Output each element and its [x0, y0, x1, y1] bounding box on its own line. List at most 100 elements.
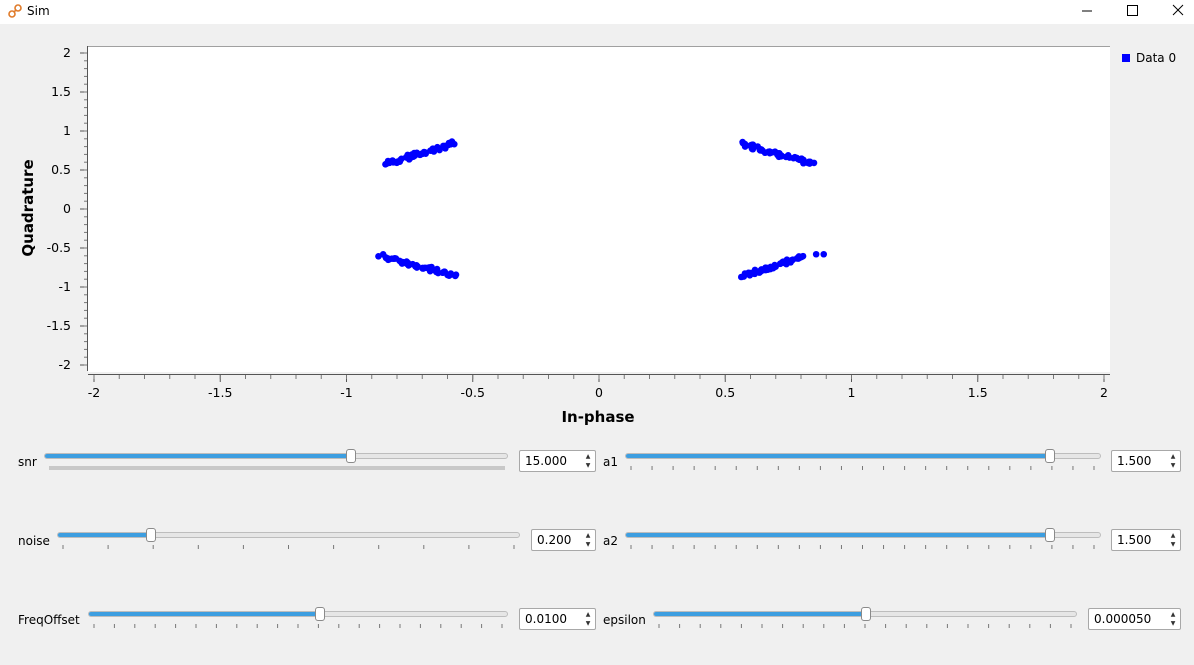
x-tick-label: 1 [848, 385, 856, 400]
y-axis-title: Quadrature [19, 159, 37, 257]
epsilon-value: 0.000050 [1094, 612, 1152, 626]
epsilon-decrement-icon[interactable]: ▼ [1170, 620, 1176, 627]
data-point [820, 250, 828, 258]
minimize-button[interactable] [1064, 0, 1110, 24]
y-tick-label: -1 [59, 279, 71, 294]
a1-slider-ticks [630, 466, 1095, 470]
y-tick-label: 1.5 [51, 84, 71, 99]
freqoffset-spinbox[interactable]: 0.0100 ▲ ▼ [519, 608, 596, 630]
freqoffset-slider-ticks [93, 624, 503, 628]
epsilon-slider-handle[interactable] [861, 607, 871, 621]
snr-increment-icon[interactable]: ▲ [585, 453, 591, 460]
a2-slider[interactable] [625, 528, 1101, 542]
epsilon-increment-icon[interactable]: ▲ [1170, 611, 1176, 618]
legend-label: Data 0 [1136, 51, 1177, 65]
snr-decrement-icon[interactable]: ▼ [585, 462, 591, 469]
a1-slider[interactable] [625, 449, 1101, 463]
a1-value: 1.500 [1117, 454, 1152, 468]
plot-canvas[interactable] [88, 46, 1110, 372]
a2-increment-icon[interactable]: ▲ [1170, 532, 1176, 539]
data-point [420, 148, 428, 156]
y-tick-label: -1.5 [47, 318, 71, 333]
epsilon-slider-fill [654, 612, 865, 616]
a2-label: a2 [603, 534, 618, 548]
noise-slider-ticks [62, 545, 515, 549]
epsilon-label: epsilon [603, 613, 646, 627]
x-tick-label: -1 [340, 385, 352, 400]
noise-increment-icon[interactable]: ▲ [585, 532, 591, 539]
data-point [810, 159, 818, 167]
noise-value: 0.200 [537, 533, 572, 547]
x-tick-label: 0.5 [715, 385, 735, 400]
noise-decrement-icon[interactable]: ▼ [585, 541, 591, 548]
noise-spinbox[interactable]: 0.200 ▲ ▼ [531, 529, 596, 551]
data-point [777, 260, 784, 267]
y-tick-label: -0.5 [47, 240, 71, 255]
snr-value: 15.000 [525, 454, 567, 468]
a2-value: 1.500 [1117, 533, 1152, 547]
a1-increment-icon[interactable]: ▲ [1170, 453, 1176, 460]
a2-decrement-icon[interactable]: ▼ [1170, 541, 1176, 548]
legend-swatch [1122, 54, 1130, 62]
a2-slider-fill [626, 533, 1048, 537]
y-tick-label: 0 [63, 201, 71, 216]
close-button[interactable] [1156, 0, 1194, 24]
data-point [434, 143, 441, 151]
data-point [812, 250, 820, 258]
epsilon-spinbox[interactable]: 0.000050 ▲ ▼ [1088, 608, 1181, 630]
data-point [451, 272, 459, 280]
a1-spinbox[interactable]: 1.500 ▲ ▼ [1111, 450, 1181, 472]
close-icon [1172, 4, 1184, 16]
data-point [784, 152, 792, 160]
a1-slider-handle[interactable] [1044, 449, 1055, 463]
a1-label: a1 [603, 455, 618, 469]
snr-slider-fill [45, 454, 350, 458]
data-point [445, 272, 453, 279]
data-point [398, 260, 406, 267]
maximize-icon [1127, 5, 1138, 16]
x-tick-label: 1.5 [968, 385, 988, 400]
freqoffset-label: FreqOffset [18, 613, 80, 627]
a2-slider-ticks [630, 545, 1095, 549]
noise-slider-handle[interactable] [145, 528, 156, 542]
x-tick-label: -1.5 [208, 385, 232, 400]
freqoffset-value: 0.0100 [525, 612, 567, 626]
x-axis-title: In-phase [561, 408, 635, 426]
data-point [398, 155, 405, 163]
data-point [766, 148, 773, 155]
x-tick-label: -0.5 [461, 385, 485, 400]
freqoffset-slider-handle[interactable] [315, 607, 325, 621]
y-tick-label: 1 [63, 123, 71, 138]
a1-decrement-icon[interactable]: ▼ [1170, 462, 1176, 469]
noise-slider[interactable] [57, 528, 520, 542]
snr-slider[interactable] [44, 449, 508, 463]
snr-label: snr [18, 455, 37, 469]
x-tick-label: -2 [88, 385, 100, 400]
data-point [799, 252, 807, 260]
noise-label: noise [18, 534, 50, 548]
data-point [741, 143, 749, 150]
freqoffset-slider[interactable] [88, 607, 508, 621]
maximize-button[interactable] [1110, 0, 1156, 24]
title-bar: Sim [0, 0, 1194, 24]
data-point [448, 138, 456, 145]
noise-slider-fill [58, 533, 151, 537]
a2-spinbox[interactable]: 1.500 ▲ ▼ [1111, 529, 1181, 551]
y-tick-label: 0.5 [51, 162, 71, 177]
freqoffset-increment-icon[interactable]: ▲ [585, 611, 591, 618]
snr-spinbox[interactable]: 15.000 ▲ ▼ [519, 450, 596, 472]
freqoffset-decrement-icon[interactable]: ▼ [585, 620, 591, 627]
scatter-chart: 2 1.5 1 0.5 0 -0.5 -1 -1.5 -2 -2 -1.5 -1 -0.5 0 0.5 1 1.… [47, 45, 1110, 400]
data-point [749, 145, 757, 153]
snr-slider-handle[interactable] [346, 449, 357, 463]
snr-slider-ticks [49, 466, 505, 470]
epsilon-slider[interactable] [653, 607, 1077, 621]
a2-slider-handle[interactable] [1044, 528, 1055, 542]
window-title: Sim [27, 4, 50, 18]
data-point [413, 261, 420, 269]
freqoffset-slider-fill [89, 612, 319, 616]
x-tick-label: 0 [595, 385, 603, 400]
data-point [772, 263, 779, 270]
y-tick-label: -2 [59, 357, 71, 372]
x-tick-label: 2 [1100, 385, 1108, 400]
